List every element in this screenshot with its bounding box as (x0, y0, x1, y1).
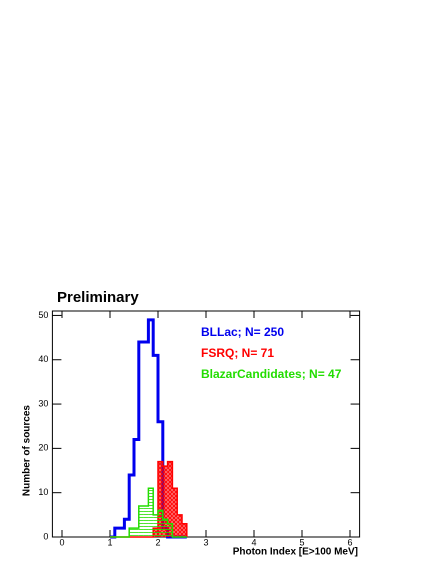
histogram-bar (162, 466, 168, 537)
histogram-bar (182, 523, 187, 537)
x-tick-label: 5 (299, 537, 304, 547)
histogram-bar (172, 488, 178, 537)
x-tick-label: 4 (251, 537, 256, 547)
histogram-outline (110, 487, 187, 538)
chart-title: Preliminary (57, 289, 139, 306)
y-tick-label: 30 (38, 398, 48, 408)
plot-frame (51, 310, 361, 538)
histogram-bar (153, 514, 158, 537)
histogram-bar (129, 528, 134, 537)
histogram-bar (143, 505, 149, 537)
histogram-bar (138, 505, 144, 537)
histogram-bar (158, 510, 163, 537)
x-axis-label: Photon Index [E>100 MeV] (233, 547, 358, 558)
y-tick-label: 50 (38, 310, 48, 320)
histogram-bar (167, 461, 173, 537)
x-tick-label: 0 (59, 537, 64, 547)
x-tick-label: 2 (155, 537, 160, 547)
y-tick-label: 10 (38, 487, 48, 497)
x-tick-label: 6 (347, 537, 352, 547)
x-tick-label: 3 (203, 537, 208, 547)
legend-label: FSRQ; N= 71 (201, 346, 274, 360)
histogram-bar (162, 519, 168, 537)
y-tick-label: 0 (43, 531, 48, 541)
histogram-bar (158, 461, 163, 537)
y-axis-label: Number of sources (22, 405, 33, 497)
legend-label: BLLac; N= 250 (201, 325, 284, 339)
y-tick-label: 20 (38, 443, 48, 453)
x-tick-label: 1 (107, 537, 112, 547)
histogram-bar (177, 514, 182, 537)
histogram-bar (167, 523, 173, 537)
y-tick-label: 40 (38, 354, 48, 364)
legend-label: BlazarCandidates; N= 47 (201, 367, 342, 381)
histogram-bar (148, 488, 154, 537)
histogram-bar (134, 528, 139, 537)
